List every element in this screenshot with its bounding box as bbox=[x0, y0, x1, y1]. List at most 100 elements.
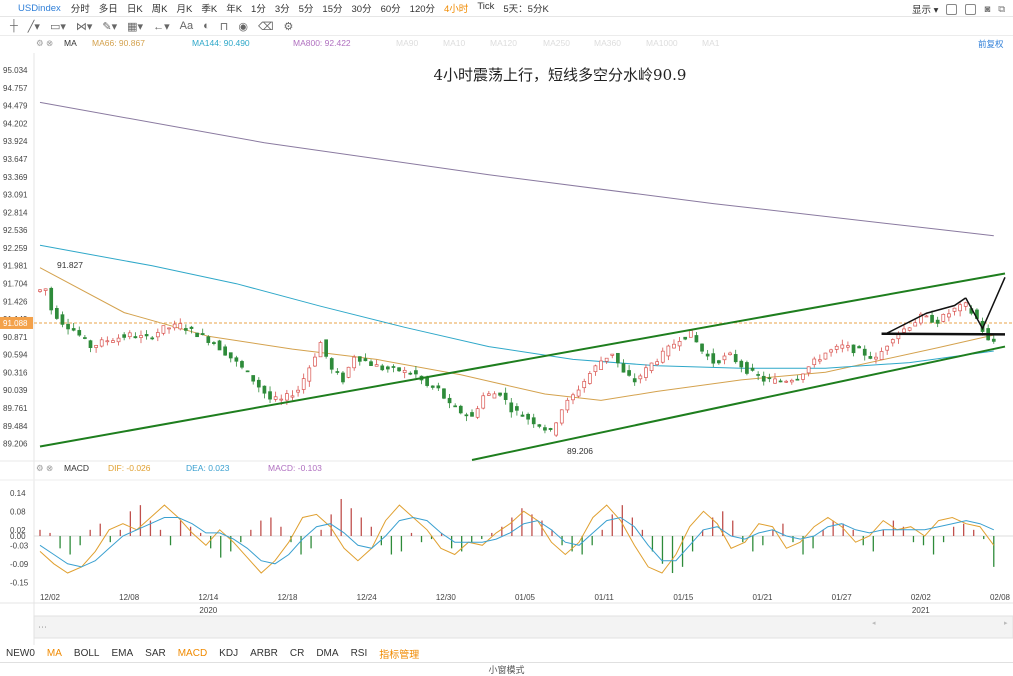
dif-value: DIF: -0.026 bbox=[108, 463, 151, 473]
period-tab[interactable]: 年K bbox=[226, 4, 243, 15]
candle-body bbox=[184, 328, 188, 331]
candle-body bbox=[279, 398, 284, 401]
candle-body bbox=[587, 373, 592, 384]
candle-body bbox=[268, 391, 272, 400]
adjust-label[interactable]: 前复权 bbox=[978, 39, 1004, 49]
price-tick-label: 90.316 bbox=[3, 368, 28, 377]
eye-icon[interactable]: ◉ bbox=[238, 20, 248, 33]
period-tab[interactable]: 15分 bbox=[322, 4, 343, 15]
candle-body bbox=[874, 356, 878, 360]
period-tab[interactable]: 3分 bbox=[274, 4, 290, 15]
candle-body bbox=[599, 360, 603, 370]
date-tick-label: 01/21 bbox=[752, 593, 773, 602]
indicator-tab[interactable]: KDJ bbox=[219, 647, 239, 659]
macd-settings-icon[interactable]: ⚙ ⊗ bbox=[36, 463, 54, 473]
indicator-tab[interactable]: NEW0 bbox=[6, 647, 35, 659]
candle-body bbox=[666, 345, 671, 357]
candle-body bbox=[846, 345, 850, 348]
indicator-tab[interactable]: EMA bbox=[111, 647, 134, 659]
macd-legend: ⚙ ⊗ MACD DIF: -0.026 DEA: 0.023 MACD: -0… bbox=[0, 462, 1013, 476]
indicator-tab[interactable]: MA bbox=[46, 647, 62, 659]
lock-icon[interactable]: ⊓ bbox=[219, 20, 229, 33]
period-tab[interactable]: 月K bbox=[176, 4, 193, 15]
navigator-left-arrow[interactable]: ◂ bbox=[872, 620, 876, 627]
ma-label[interactable]: MA bbox=[64, 38, 77, 48]
candle-body bbox=[240, 361, 244, 368]
faded-ma-7: MA1 bbox=[702, 38, 720, 48]
year-label: 2021 bbox=[912, 606, 930, 615]
candle-body bbox=[812, 358, 817, 366]
period-tab[interactable]: 60分 bbox=[380, 4, 401, 15]
period-tab[interactable]: 30分 bbox=[351, 4, 372, 15]
period-tab[interactable]: 日K bbox=[126, 4, 143, 15]
close-icon[interactable] bbox=[965, 3, 977, 15]
screenshot-icon[interactable]: ⧉ bbox=[998, 3, 1005, 15]
price-tick-label: 89.484 bbox=[3, 422, 28, 431]
candle-body bbox=[200, 333, 205, 335]
macd-tick-label: 0.14 bbox=[10, 489, 26, 498]
candle-body bbox=[60, 314, 65, 325]
restore-icon[interactable] bbox=[946, 3, 958, 15]
delete-icon[interactable]: ⌫ bbox=[257, 20, 274, 33]
indicator-tab[interactable]: RSI bbox=[350, 647, 368, 659]
indicator-tab[interactable]: MACD bbox=[177, 647, 208, 659]
candle-body bbox=[711, 353, 716, 364]
low-price-label: 89.206 bbox=[567, 446, 593, 456]
settings-icon[interactable]: ⚙ bbox=[283, 20, 294, 33]
candle-body bbox=[503, 392, 508, 400]
candle-body bbox=[862, 348, 867, 356]
price-tick-label: 92.536 bbox=[3, 226, 28, 235]
period-tab[interactable]: 4小时 bbox=[444, 4, 469, 15]
crosshair-icon[interactable]: ┼ bbox=[10, 20, 18, 32]
candle-body bbox=[172, 323, 177, 329]
small-window-button[interactable]: 小窗模式 bbox=[488, 665, 525, 675]
period-tab[interactable]: 120分 bbox=[409, 4, 436, 15]
symbol-label[interactable]: USDindex bbox=[18, 2, 61, 14]
price-tick-label: 90.871 bbox=[3, 333, 28, 342]
indicator-tab[interactable]: BOLL bbox=[73, 647, 100, 659]
indicator-tab[interactable]: ARBR bbox=[250, 647, 278, 659]
navigator-bar[interactable] bbox=[33, 615, 1013, 639]
candle-body bbox=[430, 385, 435, 388]
camera-icon[interactable]: ◙ bbox=[984, 3, 991, 15]
candle-body bbox=[481, 395, 486, 409]
indicator-tab[interactable]: CR bbox=[289, 647, 305, 659]
candle-body bbox=[627, 370, 631, 376]
indicator-tab[interactable]: DMA bbox=[316, 647, 339, 659]
period-tab[interactable]: 5分 bbox=[298, 4, 314, 15]
undo-icon[interactable]: ←▾ bbox=[153, 20, 170, 33]
candle-body bbox=[554, 422, 559, 436]
period-tab[interactable]: 周K bbox=[151, 4, 168, 15]
candle-body bbox=[902, 328, 906, 333]
candle-body bbox=[425, 377, 429, 386]
legend-settings-icon[interactable]: ⚙ ⊗ bbox=[36, 38, 54, 48]
grid-icon[interactable]: ▦▾ bbox=[127, 20, 144, 33]
period-tab[interactable]: Tick bbox=[477, 1, 495, 12]
display-menu[interactable]: 显示 ▾ bbox=[912, 5, 939, 16]
period-tab[interactable]: 季K bbox=[201, 4, 218, 15]
period-tab[interactable]: 5天：5分K bbox=[503, 4, 549, 15]
candle-body bbox=[447, 397, 452, 404]
period-tab[interactable]: 多日 bbox=[98, 4, 118, 15]
candle-body bbox=[509, 402, 514, 413]
candle-body bbox=[369, 361, 373, 366]
draw-icon[interactable]: ✎▾ bbox=[102, 20, 118, 33]
indicator-tab[interactable]: 指标管理 bbox=[379, 649, 420, 661]
navigator-right-arrow[interactable]: ▸ bbox=[1004, 620, 1008, 627]
candle-body bbox=[677, 340, 682, 347]
candle-body bbox=[638, 375, 643, 380]
candle-body bbox=[88, 340, 93, 348]
period-tab[interactable]: 分时 bbox=[70, 4, 90, 15]
text-icon[interactable]: Aa bbox=[179, 20, 194, 32]
indicator-tab[interactable]: SAR bbox=[145, 647, 166, 659]
navigator-handle-icon[interactable]: ⋯ bbox=[38, 622, 47, 632]
line-icon[interactable]: ╱▾ bbox=[27, 20, 40, 33]
candle-body bbox=[947, 313, 951, 318]
ma800-value: MA800: 92.422 bbox=[293, 38, 351, 48]
rect-icon[interactable]: ▭▾ bbox=[49, 20, 66, 33]
measure-icon[interactable]: ⋈▾ bbox=[75, 20, 93, 33]
candle-body bbox=[632, 378, 637, 383]
macd-label[interactable]: MACD bbox=[64, 463, 90, 473]
magnet-icon[interactable]: ◐ bbox=[203, 20, 210, 32]
period-tab[interactable]: 1分 bbox=[251, 4, 266, 15]
